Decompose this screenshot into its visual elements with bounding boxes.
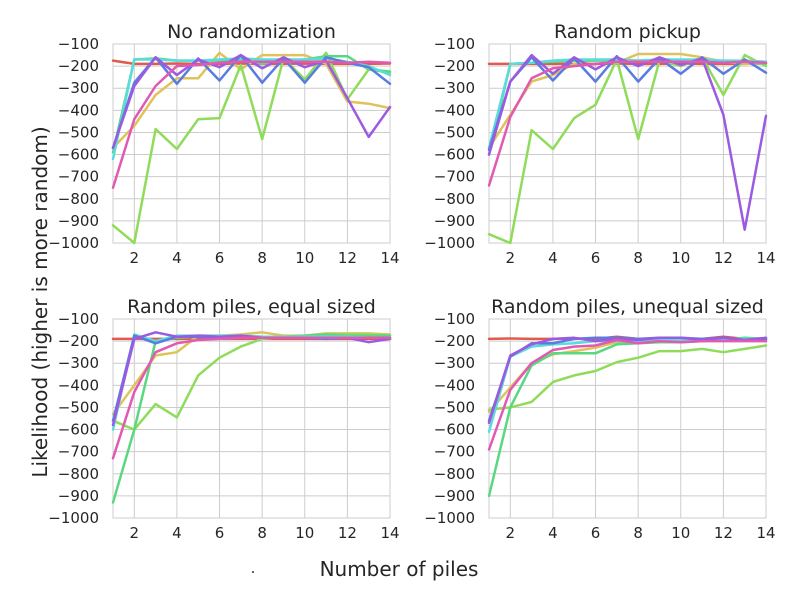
panel-2: 2 4 6 8 10 12 14 −100 −200 −300 −400 −500 −600 −700 −8… <box>424 21 775 267</box>
y-tick-label: −700 <box>434 443 475 461</box>
y-tick-label: −1000 <box>424 509 475 527</box>
x-tick-label: 10 <box>671 524 690 542</box>
series-line <box>487 336 768 498</box>
y-tick-label: −300 <box>58 354 99 372</box>
series-line <box>487 344 768 411</box>
series-line <box>487 336 768 422</box>
y-axis-label: Likelihood (higher is more random) <box>28 126 52 477</box>
x-tick-label: 12 <box>338 249 357 267</box>
x-tick-label: 4 <box>548 524 558 542</box>
x-tick-label: 6 <box>591 249 601 267</box>
series-line <box>111 51 392 245</box>
y-tick-label: −400 <box>434 101 475 119</box>
x-tick-label: 4 <box>172 249 182 267</box>
series-line <box>487 54 768 152</box>
y-tick-label: −800 <box>434 190 475 208</box>
y-tick-label: −800 <box>58 465 99 483</box>
panel-title: Random pickup <box>554 21 701 43</box>
y-tick-label: −700 <box>58 443 99 461</box>
panel-title: No randomization <box>167 21 336 43</box>
y-tick-label: −900 <box>58 212 99 230</box>
y-tick-label: −800 <box>58 190 99 208</box>
series-line <box>487 60 768 187</box>
x-tick-label: 6 <box>215 249 225 267</box>
y-tick-label: −300 <box>434 79 475 97</box>
x-tick-label: 6 <box>591 524 601 542</box>
x-tick-label: 8 <box>257 249 267 267</box>
y-tick-label: −200 <box>58 332 99 350</box>
y-tick-label: −800 <box>434 465 475 483</box>
x-tick-label: 8 <box>633 524 643 542</box>
panel-1: 2 4 6 8 10 12 14 −100 −200 −300 −400 −500 −600 −700 −8… <box>48 21 399 267</box>
x-tick-label: 2 <box>130 524 140 542</box>
x-tick-label: 12 <box>714 524 733 542</box>
y-tick-label: −700 <box>434 168 475 186</box>
x-tick-label: 8 <box>257 524 267 542</box>
series-line <box>487 338 768 451</box>
panel-4: 2 4 6 8 10 12 14 −100 −200 −300 −400 −500 −600 −700 −8… <box>424 296 775 542</box>
y-tick-label: −600 <box>58 421 99 439</box>
x-tick-label: 14 <box>380 249 399 267</box>
y-tick-label: −500 <box>434 123 475 141</box>
y-tick-label: −100 <box>434 35 475 53</box>
y-tick-label: −600 <box>58 146 99 164</box>
series-line <box>111 333 392 504</box>
stray-mark: . <box>251 559 256 577</box>
y-tick-label: −100 <box>58 35 99 53</box>
x-tick-label: 4 <box>548 249 558 267</box>
y-tick-label: −1000 <box>48 509 99 527</box>
y-tick-label: −1000 <box>48 234 99 252</box>
panel-3: 2 4 6 8 10 12 14 −100 −200 −300 −400 −500 −600 −700 −8… <box>48 296 399 542</box>
x-tick-label: 14 <box>756 249 775 267</box>
y-tick-label: −100 <box>58 310 99 328</box>
panel-title: Random piles, equal sized <box>127 296 376 318</box>
y-tick-label: −700 <box>58 168 99 186</box>
y-tick-label: −600 <box>434 146 475 164</box>
y-tick-label: −900 <box>58 487 99 505</box>
y-tick-label: −600 <box>434 421 475 439</box>
y-tick-label: −400 <box>58 101 99 119</box>
y-tick-label: −200 <box>434 57 475 75</box>
x-tick-label: 2 <box>506 249 516 267</box>
x-tick-label: 10 <box>671 249 690 267</box>
series-line <box>111 57 392 161</box>
axes-frame <box>112 43 391 244</box>
y-tick-label: −300 <box>434 354 475 372</box>
series-line <box>111 60 392 189</box>
y-tick-label: −500 <box>58 123 99 141</box>
y-tick-label: −900 <box>434 487 475 505</box>
x-tick-label: 14 <box>380 524 399 542</box>
y-tick-label: −500 <box>58 398 99 416</box>
x-tick-label: 10 <box>295 524 314 542</box>
x-tick-label: 14 <box>756 524 775 542</box>
series-line <box>111 336 392 460</box>
y-tick-label: −500 <box>434 398 475 416</box>
panels: 2 4 6 8 10 12 14 −100 −200 −300 −400 −500 −600 −700 −8… <box>48 21 775 542</box>
y-tick-label: −100 <box>434 310 475 328</box>
x-tick-label: 8 <box>633 249 643 267</box>
y-tick-label: −300 <box>58 79 99 97</box>
series-line <box>487 53 768 245</box>
series-line <box>487 336 768 425</box>
x-tick-label: 4 <box>172 524 182 542</box>
x-tick-label: 10 <box>295 249 314 267</box>
x-tick-label: 6 <box>215 524 225 542</box>
x-tick-label: 2 <box>130 249 140 267</box>
y-tick-label: −200 <box>434 332 475 350</box>
x-tick-label: 12 <box>338 524 357 542</box>
y-tick-label: −1000 <box>424 234 475 252</box>
y-tick-label: −400 <box>58 376 99 394</box>
y-tick-label: −400 <box>434 376 475 394</box>
axes-frame <box>488 318 767 519</box>
x-tick-label: 12 <box>714 249 733 267</box>
y-tick-label: −200 <box>58 57 99 75</box>
x-tick-label: 2 <box>506 524 516 542</box>
y-tick-label: −900 <box>434 212 475 230</box>
x-axis-label: Number of piles <box>320 557 479 581</box>
panel-title: Random piles, unequal sized <box>491 296 764 318</box>
